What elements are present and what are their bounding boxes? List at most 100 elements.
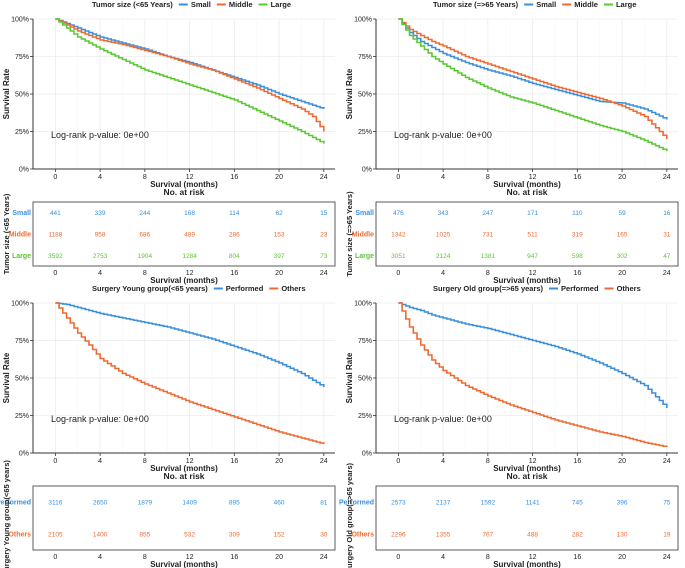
risk-x-tick-label: 4 bbox=[98, 554, 102, 561]
y-tick-label: 100% bbox=[11, 301, 29, 308]
risk-count-others: 19 bbox=[663, 532, 671, 539]
x-tick-label: 0 bbox=[53, 174, 57, 181]
risk-count-middle: 1342 bbox=[391, 232, 406, 239]
risk-table-frame bbox=[32, 485, 336, 551]
survival-curve-large bbox=[398, 18, 668, 151]
risk-x-tick-label: 4 bbox=[441, 270, 445, 277]
risk-count-middle: 319 bbox=[572, 232, 583, 239]
x-axis-title: Survival (months) bbox=[150, 180, 218, 189]
risk-count-small: 247 bbox=[482, 210, 493, 217]
risk-count-middle: 165 bbox=[617, 232, 628, 239]
x-tick-label: 24 bbox=[663, 174, 671, 181]
risk-table-frame bbox=[32, 201, 336, 267]
risk-count-large: 947 bbox=[527, 253, 538, 260]
risk-count-others: 2105 bbox=[48, 532, 63, 539]
risk-x-tick-label: 12 bbox=[186, 554, 194, 561]
x-axis-title: Survival (months) bbox=[150, 464, 218, 473]
risk-count-large: 1904 bbox=[138, 253, 153, 260]
x-tick-label: 12 bbox=[529, 174, 537, 181]
survival-curve-middle bbox=[55, 18, 325, 132]
x-tick-label: 20 bbox=[275, 174, 283, 181]
log-rank-annotation: Log-rank p-value: 0e+00 bbox=[394, 414, 492, 424]
x-tick-label: 4 bbox=[98, 174, 102, 181]
risk-x-tick-label: 16 bbox=[573, 554, 581, 561]
risk-count-small: 441 bbox=[50, 210, 61, 217]
risk-count-others: 488 bbox=[527, 532, 538, 539]
x-tick-label: 0 bbox=[396, 458, 400, 465]
risk-table-frame bbox=[375, 485, 679, 551]
x-tick-label: 24 bbox=[663, 458, 671, 465]
risk-count-performed: 745 bbox=[572, 500, 583, 507]
x-axis-title: Survival (months) bbox=[493, 180, 561, 189]
risk-count-others: 1355 bbox=[436, 532, 451, 539]
risk-x-tick-label: 12 bbox=[529, 554, 537, 561]
risk-count-large: 302 bbox=[617, 253, 628, 260]
x-tick-label: 12 bbox=[186, 174, 194, 181]
x-tick-label: 4 bbox=[441, 174, 445, 181]
y-tick-label: 75% bbox=[15, 338, 29, 345]
x-tick-label: 24 bbox=[320, 458, 328, 465]
legend-label-performed: Performed bbox=[226, 284, 264, 293]
risk-count-large: 47 bbox=[663, 253, 671, 260]
y-tick-label: 50% bbox=[15, 376, 29, 383]
risk-x-tick-label: 0 bbox=[53, 554, 57, 561]
risk-count-performed: 2137 bbox=[436, 500, 451, 507]
risk-count-others: 1400 bbox=[93, 532, 108, 539]
risk-x-tick-label: 24 bbox=[320, 554, 328, 561]
log-rank-annotation: Log-rank p-value: 0e+00 bbox=[51, 414, 149, 424]
risk-count-performed: 2573 bbox=[391, 500, 406, 507]
risk-x-tick-label: 8 bbox=[486, 270, 490, 277]
x-tick-label: 8 bbox=[143, 174, 147, 181]
risk-count-performed: 81 bbox=[320, 500, 328, 507]
legend-label-small: Small bbox=[191, 0, 211, 9]
risk-count-large: 2124 bbox=[436, 253, 451, 260]
survival-curve-performed bbox=[55, 302, 325, 387]
legend-label-others: Others bbox=[617, 284, 641, 293]
risk-count-performed: 396 bbox=[617, 500, 628, 507]
survival-curve-others bbox=[398, 302, 668, 448]
risk-x-tick-label: 4 bbox=[98, 270, 102, 277]
y-tick-label: 100% bbox=[354, 301, 372, 308]
km-panel-4: Surgery Old group(=>65 years) Performed Ot… bbox=[339, 284, 679, 568]
risk-count-others: 309 bbox=[229, 532, 240, 539]
survival-curve-performed bbox=[398, 302, 668, 408]
y-tick-label: 100% bbox=[11, 17, 29, 24]
risk-count-others: 130 bbox=[617, 532, 628, 539]
risk-row-label-middle: Middle bbox=[352, 232, 374, 239]
y-tick-label: 75% bbox=[15, 54, 29, 61]
risk-row-label-performed: Performed bbox=[339, 500, 374, 507]
risk-count-small: 343 bbox=[438, 210, 449, 217]
legend-label-others: Others bbox=[281, 284, 305, 293]
x-axis-title: Survival (months) bbox=[493, 464, 561, 473]
risk-count-others: 30 bbox=[320, 532, 328, 539]
risk-row-label-others: Others bbox=[8, 532, 31, 539]
risk-x-axis-title: Survival (months) bbox=[493, 560, 561, 568]
y-tick-label: 75% bbox=[358, 54, 372, 61]
x-tick-label: 0 bbox=[53, 458, 57, 465]
risk-count-small: 16 bbox=[663, 210, 671, 217]
risk-count-small: 171 bbox=[527, 210, 538, 217]
risk-x-tick-label: 20 bbox=[275, 554, 283, 561]
risk-count-performed: 460 bbox=[274, 500, 285, 507]
x-tick-label: 16 bbox=[230, 174, 238, 181]
risk-count-performed: 1592 bbox=[481, 500, 496, 507]
risk-count-small: 339 bbox=[95, 210, 106, 217]
risk-y-axis-title: Surgery Young group(<65 years) bbox=[2, 460, 11, 568]
risk-count-performed: 3116 bbox=[48, 500, 62, 507]
x-tick-label: 12 bbox=[186, 458, 194, 465]
risk-x-tick-label: 4 bbox=[441, 554, 445, 561]
risk-count-large: 804 bbox=[229, 253, 240, 260]
y-tick-label: 0% bbox=[19, 451, 29, 458]
risk-count-middle: 686 bbox=[139, 232, 150, 239]
risk-row-label-small: Small bbox=[355, 210, 374, 217]
chart-title: Tumor size (<65 Years) bbox=[92, 0, 173, 9]
risk-row-label-large: Large bbox=[12, 253, 31, 260]
x-tick-label: 16 bbox=[573, 174, 581, 181]
risk-x-tick-label: 16 bbox=[230, 270, 238, 277]
risk-x-tick-label: 8 bbox=[143, 270, 147, 277]
risk-count-performed: 1141 bbox=[526, 500, 540, 507]
y-tick-label: 25% bbox=[358, 129, 372, 136]
risk-count-middle: 286 bbox=[229, 232, 240, 239]
risk-x-tick-label: 8 bbox=[486, 554, 490, 561]
risk-count-middle: 731 bbox=[482, 232, 493, 239]
